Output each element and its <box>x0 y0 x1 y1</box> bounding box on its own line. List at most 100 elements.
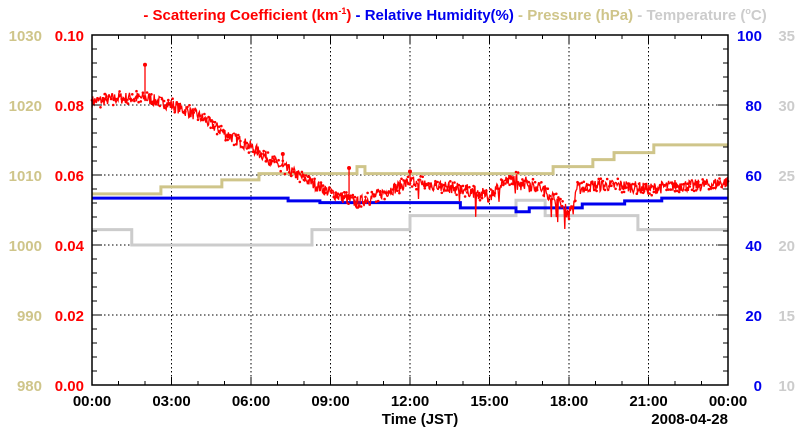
pressure-tick-label: 1010 <box>9 168 42 185</box>
scattering-data-point <box>478 198 482 202</box>
scattering-data-point <box>476 194 480 197</box>
scattering-data-point <box>521 178 524 181</box>
scattering-data-point <box>243 141 246 144</box>
scattering-data-point <box>196 118 200 122</box>
scattering-data-point <box>260 152 263 156</box>
date-label: 2008-04-28 <box>651 411 728 428</box>
scattering-data-point <box>614 187 617 191</box>
scattering-data-point <box>599 177 603 180</box>
scattering-data-point <box>349 194 352 198</box>
scattering-data-point <box>622 190 626 194</box>
scattering-data-point <box>535 188 539 192</box>
x-tick-label: 06:00 <box>232 393 270 410</box>
scattering-data-point <box>266 151 270 154</box>
scattering-data-point <box>459 185 463 188</box>
scattering-data-point <box>294 172 297 175</box>
scattering-data-point <box>247 151 251 154</box>
scattering-data-point <box>217 125 221 128</box>
scattering-data-point <box>122 98 126 101</box>
scattering-data-point <box>103 92 106 96</box>
scattering-data-point <box>126 102 130 105</box>
axis-ticks: 00:00 03:00 06:00 09:00 12:00 15:00 18:00 21:00… <box>9 28 795 410</box>
scattering-data-point <box>186 105 189 109</box>
scattering-data-point <box>313 177 316 181</box>
scattering-data-point <box>290 174 293 178</box>
scattering-data-point <box>211 120 215 123</box>
pressure-tick-label: 990 <box>17 308 42 325</box>
scattering-data-point <box>215 132 219 136</box>
scattering-data-point <box>362 201 365 204</box>
scattering-data-point <box>692 189 696 193</box>
scattering-data-point <box>332 195 336 199</box>
grid <box>92 35 728 385</box>
scattering-data-point <box>109 97 113 101</box>
scattering-data-point <box>273 155 276 158</box>
scattering-data-point <box>588 183 592 187</box>
scattering-data-point <box>707 187 711 191</box>
scattering-data-point <box>580 181 583 185</box>
scattering-data-point <box>516 171 520 174</box>
scattering-data-point <box>277 158 280 162</box>
scattering-data-point <box>673 189 677 193</box>
scattering-data-point <box>99 106 102 109</box>
scattering-data-point <box>256 151 259 155</box>
scattering-data-point <box>205 117 208 120</box>
scattering-spike-point <box>408 169 412 174</box>
scattering-data-point <box>432 187 435 191</box>
scattering-data-point <box>315 188 319 192</box>
scattering-data-point <box>379 193 382 196</box>
temperature-tick-label: 30 <box>778 98 795 115</box>
scattering-data-point <box>688 185 692 188</box>
scattering-data-point <box>561 200 564 203</box>
scattering-data-point <box>470 190 473 193</box>
scattering-data-point <box>701 178 704 181</box>
scattering-data-point <box>665 188 668 192</box>
scattering-data-point <box>421 175 425 179</box>
scattering-data-point <box>404 179 408 183</box>
scattering-data-point <box>641 191 645 195</box>
scattering-data-point <box>593 188 596 192</box>
scattering-data-point <box>120 97 123 101</box>
scattering-data-point <box>179 105 183 109</box>
scattering-data-point <box>283 172 287 176</box>
scattering-data-point <box>124 100 128 104</box>
scattering-data-point <box>512 180 516 184</box>
scattering-data-point <box>646 188 649 191</box>
x-axis-label: Time (JST) <box>382 411 458 428</box>
x-tick-label: 00:00 <box>709 393 747 410</box>
scattering-data-point <box>253 151 257 154</box>
scattering-data-point <box>372 195 376 198</box>
scattering-data-point <box>321 184 325 187</box>
series-pressure <box>92 143 728 196</box>
scattering-data-point <box>465 191 469 194</box>
scattering-data-point <box>135 89 138 93</box>
scattering-data-point <box>506 180 509 184</box>
scattering-data-point <box>690 188 694 192</box>
scattering-data-point <box>198 114 202 117</box>
scattering-data-point <box>557 196 560 199</box>
scattering-data-point <box>330 191 333 194</box>
scattering-data-point <box>101 99 104 103</box>
scattering-data-point <box>355 206 359 209</box>
scattering-data-point <box>608 185 611 188</box>
scattering-data-point <box>251 150 255 153</box>
scattering-data-point <box>461 184 465 188</box>
scattering-data-point <box>552 193 556 196</box>
scattering-data-point <box>311 180 314 184</box>
scattering-data-point <box>677 190 681 194</box>
scattering-data-point <box>629 187 632 191</box>
scattering-data-point <box>627 182 630 185</box>
scattering-data-point <box>139 100 143 103</box>
scattering-data-point <box>502 183 505 187</box>
scattering-data-point <box>228 133 232 137</box>
scattering-data-point <box>237 133 240 137</box>
scattering-data-point <box>340 198 344 202</box>
scattering-data-point <box>451 185 454 188</box>
scattering-data-point <box>675 189 679 193</box>
scattering-data-point <box>154 102 157 106</box>
scattering-data-point <box>158 104 162 108</box>
scattering-data-point <box>697 180 700 184</box>
scattering-data-point <box>164 103 168 107</box>
scattering-data-point <box>249 144 253 148</box>
scattering-data-point <box>485 189 488 192</box>
